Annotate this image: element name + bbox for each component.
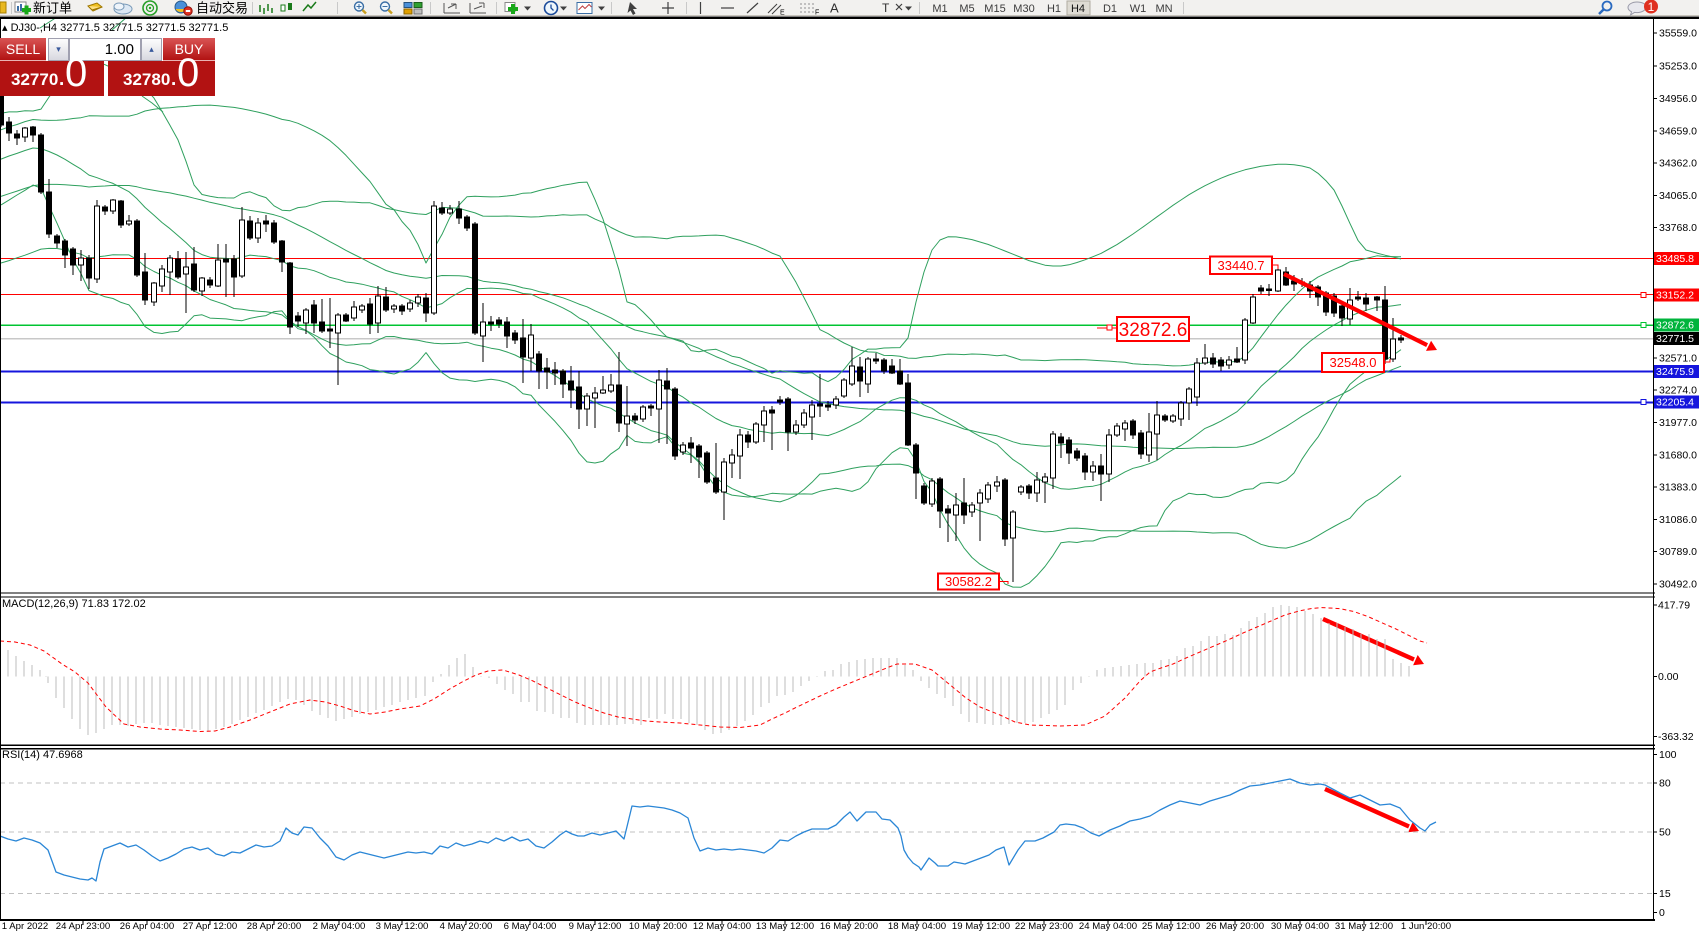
svg-text:33768.0: 33768.0: [1659, 222, 1697, 234]
svg-text:100: 100: [1659, 749, 1677, 761]
svg-text:33152.2: 33152.2: [1656, 290, 1694, 302]
svg-text:33440.7: 33440.7: [1218, 258, 1265, 273]
svg-text:417.79: 417.79: [1658, 599, 1690, 611]
svg-text:32571.0: 32571.0: [1659, 352, 1697, 364]
svg-text:34362.0: 34362.0: [1659, 158, 1697, 170]
svg-text:-363.32: -363.32: [1658, 731, 1694, 743]
svg-text:2 May 04:00: 2 May 04:00: [313, 921, 366, 932]
svg-text:MN: MN: [1155, 3, 1172, 15]
svg-text:32274.0: 32274.0: [1659, 385, 1697, 397]
svg-text:0.00: 0.00: [1658, 671, 1679, 683]
svg-text:34659.0: 34659.0: [1659, 125, 1697, 137]
svg-text:新订单: 新订单: [33, 1, 72, 16]
svg-text:31383.0: 31383.0: [1659, 482, 1697, 494]
svg-text:0: 0: [1659, 907, 1665, 919]
svg-text:M30: M30: [1013, 3, 1034, 15]
svg-text:32872.6: 32872.6: [1119, 320, 1188, 341]
svg-text:H1: H1: [1047, 3, 1061, 15]
svg-text:27 Apr 12:00: 27 Apr 12:00: [183, 921, 237, 932]
svg-text:34956.0: 34956.0: [1659, 93, 1697, 105]
svg-text:自动交易: 自动交易: [196, 1, 248, 16]
svg-text:31 May 12:00: 31 May 12:00: [1335, 921, 1393, 932]
svg-text:W1: W1: [1130, 3, 1147, 15]
svg-text:30789.0: 30789.0: [1659, 546, 1697, 558]
svg-text:16 May 20:00: 16 May 20:00: [820, 921, 878, 932]
svg-text:32771.5: 32771.5: [1656, 333, 1694, 345]
svg-text:24 Apr 23:00: 24 Apr 23:00: [56, 921, 110, 932]
svg-text:12 May 04:00: 12 May 04:00: [693, 921, 751, 932]
svg-text:31086.0: 31086.0: [1659, 514, 1697, 526]
svg-text:4 May 20:00: 4 May 20:00: [440, 921, 493, 932]
svg-text:31977.0: 31977.0: [1659, 417, 1697, 429]
svg-text:15: 15: [1659, 888, 1671, 900]
svg-text:30 May 04:00: 30 May 04:00: [1271, 921, 1329, 932]
svg-text:32548.0: 32548.0: [1330, 355, 1377, 370]
svg-text:6 May 04:00: 6 May 04:00: [504, 921, 557, 932]
svg-text:M5: M5: [959, 3, 974, 15]
svg-text:28 Apr 20:00: 28 Apr 20:00: [247, 921, 301, 932]
svg-text:3 May 12:00: 3 May 12:00: [376, 921, 429, 932]
svg-text:1: 1: [1648, 0, 1655, 14]
svg-text:D1: D1: [1103, 3, 1117, 15]
svg-text:M1: M1: [932, 3, 947, 15]
svg-text:80: 80: [1659, 777, 1671, 789]
svg-text:19 May 12:00: 19 May 12:00: [952, 921, 1010, 932]
svg-text:25 May 12:00: 25 May 12:00: [1142, 921, 1200, 932]
svg-text:32205.4: 32205.4: [1656, 397, 1694, 409]
svg-text:26 Apr 04:00: 26 Apr 04:00: [120, 921, 174, 932]
svg-text:MACD(12,26,9) 71.83 172.02: MACD(12,26,9) 71.83 172.02: [2, 598, 146, 610]
svg-text:18 May 04:00: 18 May 04:00: [888, 921, 946, 932]
svg-text:32872.6: 32872.6: [1656, 320, 1694, 332]
svg-text:E: E: [780, 10, 785, 17]
svg-text:26 May 20:00: 26 May 20:00: [1206, 921, 1264, 932]
svg-text:9 May 12:00: 9 May 12:00: [569, 921, 622, 932]
svg-text:1 Jun 20:00: 1 Jun 20:00: [1401, 921, 1451, 932]
svg-text:30582.2: 30582.2: [945, 574, 992, 589]
svg-text:35253.0: 35253.0: [1659, 61, 1697, 73]
svg-text:A: A: [830, 1, 839, 16]
svg-text:10 May 20:00: 10 May 20:00: [629, 921, 687, 932]
svg-text:31680.0: 31680.0: [1659, 449, 1697, 461]
svg-text:M15: M15: [984, 3, 1005, 15]
svg-text:1 Apr 2022: 1 Apr 2022: [2, 921, 48, 932]
svg-text:35559.0: 35559.0: [1659, 27, 1697, 39]
svg-text:T: T: [882, 1, 890, 15]
svg-text:22 May 23:00: 22 May 23:00: [1015, 921, 1073, 932]
svg-text:13 May 12:00: 13 May 12:00: [756, 921, 814, 932]
svg-text:50: 50: [1659, 826, 1671, 838]
svg-text:30492.0: 30492.0: [1659, 579, 1697, 591]
svg-text:H4: H4: [1071, 3, 1085, 15]
svg-text:RSI(14) 47.6968: RSI(14) 47.6968: [2, 749, 83, 761]
svg-text:F: F: [815, 10, 819, 17]
svg-text:32475.9: 32475.9: [1656, 366, 1694, 378]
svg-text:34065.0: 34065.0: [1659, 190, 1697, 202]
svg-text:33485.8: 33485.8: [1656, 253, 1694, 265]
svg-text:24 May 04:00: 24 May 04:00: [1079, 921, 1137, 932]
